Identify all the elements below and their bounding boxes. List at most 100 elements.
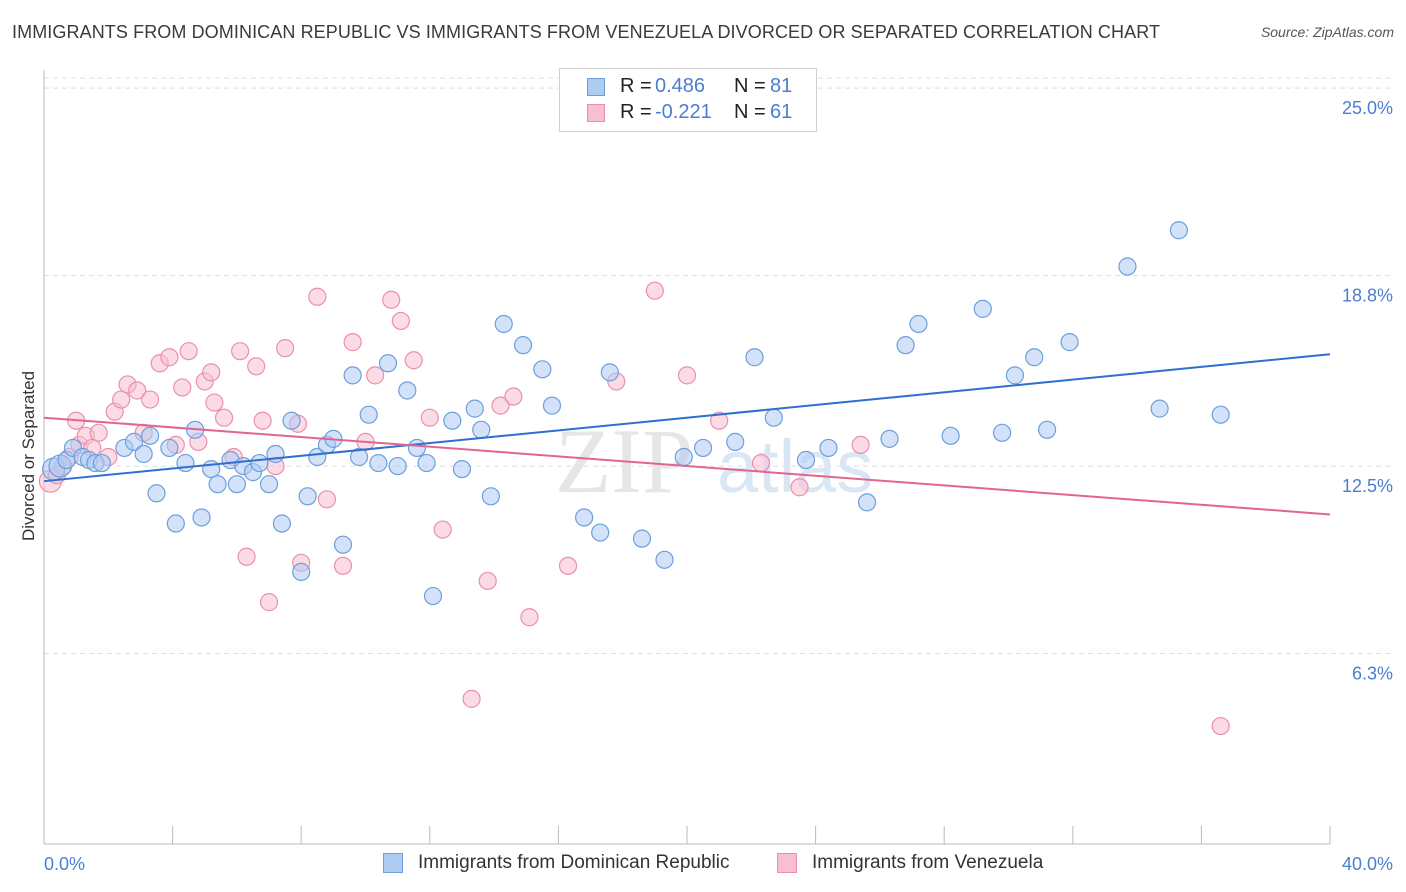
data-point — [677, 366, 697, 385]
data-point — [751, 453, 771, 473]
data-point — [134, 444, 153, 464]
data-point — [266, 444, 285, 464]
data-point — [1150, 399, 1169, 418]
legend-swatch-blue — [587, 78, 605, 96]
data-point — [655, 550, 674, 569]
data-point — [333, 535, 353, 554]
data-point — [317, 490, 337, 509]
data-point — [112, 390, 131, 409]
data-point — [1025, 348, 1044, 367]
legend-r-label: R = — [620, 101, 652, 123]
data-point — [909, 314, 928, 334]
data-point — [796, 450, 816, 470]
legend-r-value: 0.486 — [655, 75, 706, 97]
data-point — [166, 514, 185, 533]
data-point — [369, 453, 388, 473]
data-point — [160, 438, 179, 458]
data-point — [179, 342, 198, 361]
data-point — [231, 342, 250, 361]
data-point — [140, 426, 160, 445]
trendline-dominican — [43, 353, 1331, 483]
data-point — [472, 420, 491, 439]
data-point — [89, 423, 108, 442]
y-tick-label: 6.3% — [1352, 664, 1393, 684]
data-point — [160, 348, 179, 367]
data-point — [600, 363, 619, 382]
data-point — [575, 508, 594, 527]
data-point — [92, 453, 111, 473]
data-point — [140, 390, 160, 409]
data-point — [819, 438, 838, 458]
data-point — [542, 396, 562, 415]
trendlines — [43, 353, 1331, 516]
data-point — [491, 396, 510, 415]
data-point — [465, 399, 484, 418]
data-point — [1060, 333, 1079, 352]
data-point — [504, 387, 523, 406]
data-point — [420, 408, 439, 427]
data-point — [128, 381, 147, 400]
data-point — [227, 475, 246, 494]
data-point — [790, 478, 809, 497]
data-point — [343, 366, 362, 385]
chart-title: IMMIGRANTS FROM DOMINICAN REPUBLIC VS IM… — [12, 22, 1161, 42]
data-point — [404, 351, 423, 370]
data-point — [237, 547, 256, 566]
series-legend: Immigrants from Dominican Republic Immig… — [0, 852, 1406, 876]
data-point — [259, 593, 279, 612]
data-point — [391, 311, 410, 331]
data-point — [308, 287, 327, 306]
tick-labels: 6.3% 12.5% 18.8% 25.0% 0.0% 40.0% — [44, 98, 1393, 874]
data-point — [520, 608, 539, 627]
data-point — [433, 520, 452, 539]
y-tick-label: 12.5% — [1342, 476, 1393, 496]
data-point — [378, 354, 398, 373]
data-point — [851, 435, 870, 455]
data-point — [1037, 420, 1057, 439]
data-point — [896, 336, 915, 355]
gridlines — [44, 77, 1392, 655]
data-point — [462, 689, 481, 708]
data-point — [478, 571, 497, 591]
data-point — [417, 453, 436, 473]
legend-label-venezuela: Immigrants from Venezuela — [812, 852, 1044, 873]
y-tick-label: 25.0% — [1342, 98, 1393, 118]
data-point — [214, 408, 234, 427]
legend-r-label: R = — [620, 75, 652, 97]
x-tick-label: 40.0% — [1342, 854, 1393, 874]
data-point — [674, 447, 693, 467]
legend-n-value: 61 — [770, 101, 793, 123]
y-tick-label: 18.8% — [1342, 286, 1393, 306]
data-point — [407, 438, 427, 458]
legend-swatch-pink — [777, 853, 797, 873]
data-point — [533, 360, 552, 379]
data-point — [558, 556, 578, 575]
data-point — [366, 366, 385, 385]
data-point — [202, 363, 221, 382]
data-point — [591, 523, 610, 542]
data-point — [333, 556, 353, 575]
data-point — [973, 299, 992, 318]
data-point — [857, 493, 877, 512]
x-tick-label: 0.0% — [44, 854, 85, 874]
legend-n-label: N = — [734, 101, 766, 123]
data-point — [941, 426, 960, 445]
data-point — [382, 290, 401, 309]
data-point — [1211, 405, 1230, 424]
data-point — [443, 411, 462, 430]
data-point — [481, 487, 500, 506]
data-point — [880, 429, 899, 448]
data-point — [398, 381, 417, 400]
data-point — [247, 357, 266, 376]
data-point — [710, 411, 729, 430]
data-point — [388, 456, 407, 476]
data-point — [259, 475, 279, 494]
data-point — [308, 447, 327, 467]
data-point — [176, 453, 195, 473]
data-point — [292, 562, 311, 581]
y-axis-label: Divorced or Separated — [19, 371, 38, 541]
data-point — [124, 432, 144, 451]
data-point — [513, 336, 533, 355]
data-point — [192, 508, 211, 527]
